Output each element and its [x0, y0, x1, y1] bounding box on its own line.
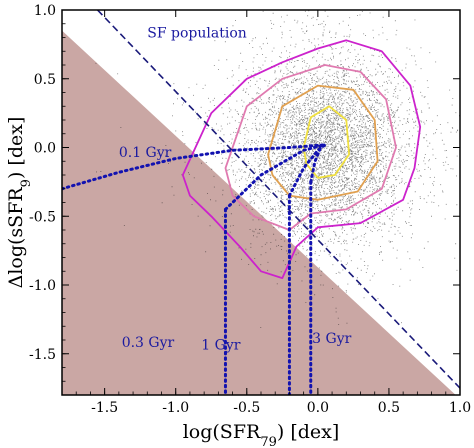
x-tick-label: -0.5 [233, 400, 260, 416]
track-curve-3 [309, 143, 327, 184]
excluded-region [62, 30, 456, 395]
x-tick-label: 0.0 [307, 400, 329, 416]
y-tick-label: -0.5 [29, 209, 56, 225]
track-curve-0 [62, 143, 327, 191]
scatter-point [95, 10, 460, 329]
y-tick-label: 0.0 [34, 141, 56, 157]
track-curve-2 [287, 143, 327, 198]
scatter-points [95, 10, 460, 329]
track-label: 0.3 Gyr [122, 335, 175, 351]
x-tick-label: 0.5 [378, 400, 400, 416]
x-tick-label: -1.0 [162, 400, 189, 416]
x-axis-label: log(SFR79) [dex] [183, 421, 340, 448]
y-tick-label: -1.5 [29, 347, 56, 363]
plot-area [62, 10, 460, 395]
track-label: 3 Gyr [312, 331, 351, 347]
x-tick-label: 1.0 [449, 400, 471, 416]
x-tick-label: -1.5 [91, 400, 118, 416]
track-label: 0.1 Gyr [119, 145, 172, 161]
contour-outer [181, 39, 422, 280]
y-tick-label: 0.5 [34, 72, 56, 88]
track-label: 1 Gyr [201, 338, 240, 354]
y-tick-label: -1.0 [29, 278, 56, 294]
axis-ticks [62, 9, 461, 395]
contour-core [302, 105, 351, 179]
y-tick-label: 1.0 [34, 3, 56, 19]
contour-inner [267, 84, 379, 201]
sf-population-label: SF population [147, 26, 247, 42]
track-curve-1 [224, 143, 327, 211]
labels: 0.1 Gyr 0.3 Gyr 1 Gyr 3 Gyr SF population -1.… [5, 3, 471, 448]
y-axis-label: Δlog(sSFR9) [dex] [5, 117, 34, 289]
contour-mid [224, 64, 397, 231]
